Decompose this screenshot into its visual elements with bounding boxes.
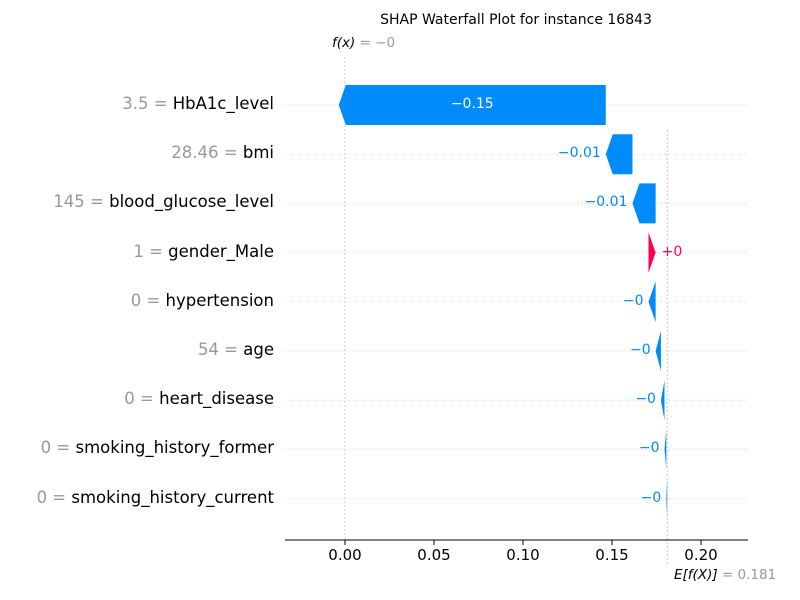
- bar-value-label: −0.01: [584, 194, 628, 211]
- x-tick-label: 0.20: [684, 546, 718, 564]
- feature-value: 145 =: [53, 192, 110, 212]
- feature-label: 1 = gender_Male: [133, 242, 274, 261]
- feature-label: 145 = blood_glucose_level: [53, 192, 274, 211]
- feature-label: 0 = heart_disease: [124, 389, 274, 408]
- bar-value-label: −0.15: [450, 96, 494, 112]
- bar-value-label: −0: [640, 489, 662, 506]
- bar-value-label: −0: [622, 292, 644, 309]
- feature-name: blood_glucose_level: [109, 192, 274, 212]
- fx-annotation: f(x) = −0: [332, 35, 395, 51]
- feature-name: heart_disease: [159, 389, 274, 409]
- feature-label: 0 = hypertension: [131, 291, 274, 310]
- feature-name: hypertension: [165, 290, 274, 310]
- bar-value-label: −0: [635, 391, 656, 408]
- feature-label: 0 = smoking_history_former: [41, 438, 274, 457]
- bar-smoking_history_former: [664, 429, 667, 470]
- fx-value: = −0: [359, 35, 396, 51]
- base-value-annotation: E[f(X)] = 0.181: [674, 567, 776, 583]
- bar-heart_disease: [660, 380, 665, 421]
- x-tick-label: 0.05: [417, 546, 451, 564]
- feature-label: 54 = age: [198, 340, 274, 359]
- bar-bmi: [605, 134, 633, 175]
- x-tick-label: 0.00: [328, 546, 362, 564]
- feature-name: gender_Male: [168, 241, 274, 261]
- bar-blood_glucose_level: [632, 183, 656, 224]
- base-value: = 0.181: [721, 567, 777, 583]
- feature-value: 0 =: [40, 438, 76, 458]
- bar-smoking_history_current: [666, 478, 668, 519]
- bar-value-label: −0: [638, 440, 660, 457]
- chart-title: SHAP Waterfall Plot for instance 16843: [380, 12, 652, 28]
- feature-value: 54 =: [197, 340, 244, 359]
- fx-label: f(x): [332, 35, 356, 51]
- feature-name: age: [243, 340, 274, 359]
- feature-value: 0 =: [124, 389, 160, 409]
- bar-value-label: −0.01: [557, 145, 601, 162]
- bar-value-label: −0: [629, 342, 651, 358]
- feature-value: 0 =: [130, 290, 166, 310]
- feature-name: bmi: [242, 143, 274, 163]
- feature-name: HbA1c_level: [172, 94, 274, 113]
- feature-label: 3.5 = HbA1c_level: [122, 94, 274, 113]
- feature-value: 28.46 =: [171, 143, 243, 163]
- feature-value: 3.5 =: [122, 94, 173, 113]
- feature-value: 0 =: [36, 487, 72, 507]
- feature-label: 0 = smoking_history_current: [37, 488, 274, 507]
- feature-value: 1 =: [133, 241, 169, 261]
- feature-name: smoking_history_former: [75, 438, 275, 458]
- x-tick-label: 0.10: [506, 546, 540, 564]
- feature-label: 28.46 = bmi: [171, 143, 274, 162]
- bar-age: [655, 331, 661, 371]
- feature-name: smoking_history_current: [71, 487, 274, 507]
- bar-hypertension: [648, 281, 656, 322]
- bar-gender_Male: [648, 232, 656, 273]
- x-tick-label: 0.15: [595, 546, 629, 564]
- bar-value-label: +0: [661, 243, 683, 260]
- base-value-label: E[f(X)]: [674, 567, 718, 583]
- bar-HbA1c_level: [338, 85, 606, 125]
